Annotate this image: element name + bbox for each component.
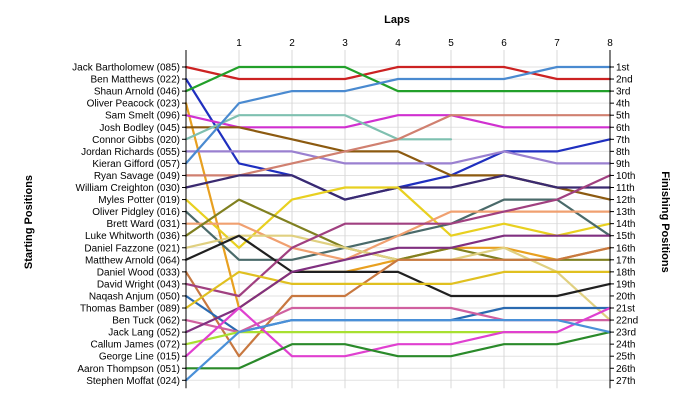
finishing-position-label: 24th [616,340,635,351]
x-tick-label: 3 [342,38,348,49]
finishing-position-label: 3rd [616,87,630,98]
series-line-3 [184,65,612,93]
starting-position-label: Matthew Arnold (064) [85,255,180,266]
starting-position-label: Oliver Peacock (023) [87,99,180,110]
x-tick-label: 5 [448,38,454,49]
finishing-position-label: 17th [616,255,635,266]
finishing-position-label: 7th [616,135,630,146]
starting-position-label: Jack Lang (052) [108,328,180,339]
starting-position-label: Connor Gibbs (020) [92,135,180,146]
series-line-1 [184,65,612,81]
starting-position-label: Brett Ward (031) [106,219,180,230]
starting-position-label: Thomas Bamber (089) [80,304,180,315]
labels: 1 2 3 4 5 6 7 8 Jack Bartholomew (085)Ben Matthe… [72,38,638,387]
starting-position-label: Myles Potter (019) [98,195,180,206]
finishing-position-label: 14th [616,219,635,230]
axes [182,50,614,389]
y-axis-label-left: Starting Positions [23,175,35,269]
finishing-position-label: 22nd [616,316,638,327]
starting-position-label: Ben Matthews (022) [91,75,181,86]
series-line-23 [184,234,612,334]
starting-position-label: Aaron Thompson (051) [77,364,180,375]
x-tick-label: 2 [289,38,295,49]
finishing-position-label: 9th [616,159,630,170]
finishing-position-label: 8th [616,147,630,158]
starting-position-label: Ben Tuck (062) [112,316,180,327]
starting-position-label: Sam Smelt (096) [105,111,180,122]
starting-position-label: David Wright (043) [97,279,180,290]
finishing-position-label: 13th [616,207,635,218]
finishing-position-label: 1st [616,63,630,74]
series-line-19 [184,174,612,298]
starting-position-label: Naqash Anjum (050) [89,291,180,302]
finishing-position-label: 25th [616,352,635,363]
series-line-7 [184,114,453,141]
starting-position-label: George Line (015) [99,352,180,363]
series-line-21 [184,270,612,310]
starting-position-label: Josh Bodley (045) [99,123,180,134]
x-tick-label: 4 [395,38,401,49]
series-line-14 [184,210,612,261]
x-tick-label: 6 [501,38,507,49]
starting-position-label: Oliver Pidgley (016) [92,207,180,218]
finishing-position-label: 6th [616,123,630,134]
finishing-position-label: 23rd [616,328,636,339]
finishing-position-label: 26th [616,364,635,375]
finishing-position-label: 12th [616,195,635,206]
finishing-position-label: 21st [616,304,635,315]
starting-position-label: Daniel Wood (033) [97,267,180,278]
x-tick-label: 1 [236,38,242,49]
series-line-27 [184,319,612,382]
series-line-8 [184,150,612,165]
finishing-position-label: 4th [616,99,630,110]
chart-title: Laps [384,14,410,26]
finishing-position-label: 20th [616,291,635,302]
series-line-5 [184,114,612,129]
starting-position-label: Daniel Fazzone (021) [84,243,180,254]
starting-position-label: Callum James (072) [91,340,180,351]
series-line-17 [184,234,612,298]
starting-position-label: Shaun Arnold (046) [94,87,180,98]
series-layer [184,65,612,382]
y-axis-label-right: Finishing Positions [659,171,671,272]
x-tick-label: 7 [554,38,560,49]
series-line-10 [184,114,612,177]
finishing-position-label: 10th [616,171,635,182]
finishing-position-label: 19th [616,279,635,290]
starting-position-label: Ryan Savage (049) [94,171,180,182]
finishing-position-label: 27th [616,376,635,387]
starting-position-label: Jack Bartholomew (085) [72,63,180,74]
finishing-position-label: 11th [616,183,635,194]
starting-position-label: Luke Whitworth (036) [85,231,180,242]
series-line-18 [184,246,612,358]
starting-position-label: Stephen Moffat (024) [86,376,180,387]
series-line-24 [184,331,559,346]
starting-position-label: Jordan Richards (055) [81,147,180,158]
series-line-25 [184,306,612,358]
finishing-position-label: 18th [616,267,635,278]
finishing-position-label: 16th [616,243,635,254]
x-tick-label: 8 [607,38,613,49]
series-line-26 [184,331,612,370]
finishing-position-label: 2nd [616,75,633,86]
starting-position-label: William Creighton (030) [76,183,180,194]
series-line-9 [184,65,612,165]
starting-position-label: Kieran Gifford (057) [92,159,180,170]
finishing-position-label: 15th [616,231,635,242]
finishing-position-label: 5th [616,111,630,122]
